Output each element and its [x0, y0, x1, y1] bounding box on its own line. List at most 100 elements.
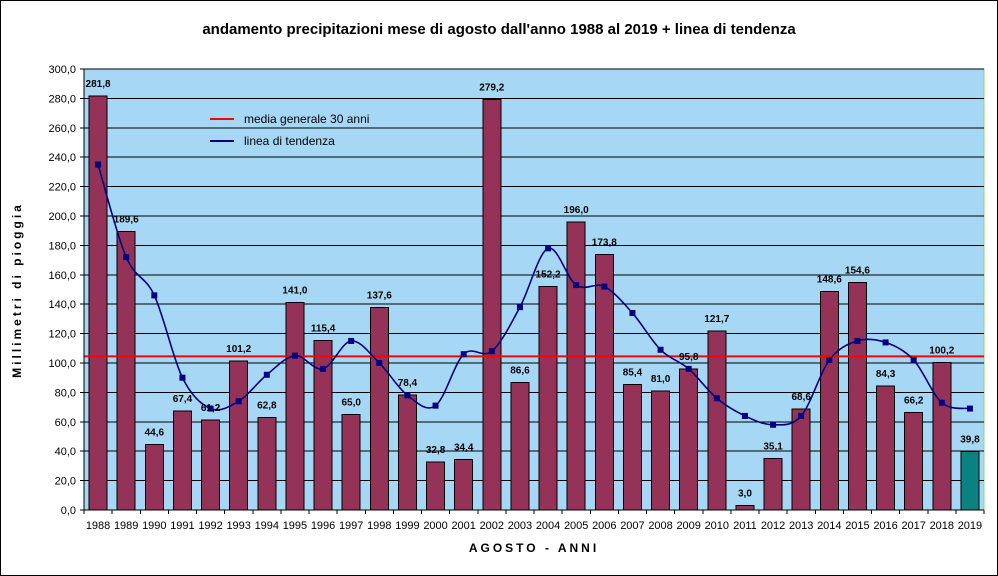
data-label: 101,2: [226, 344, 251, 355]
trend-marker: [629, 310, 636, 317]
x-tick-label: 2014: [817, 520, 841, 532]
bar: [679, 368, 699, 511]
data-label: 196,0: [564, 205, 589, 216]
data-label: 44,6: [145, 427, 165, 438]
data-label: 65,0: [341, 397, 361, 408]
trend-marker: [685, 365, 692, 372]
trend-marker: [882, 339, 889, 346]
trend-marker: [151, 292, 158, 299]
trend-marker: [376, 360, 383, 366]
y-tick-label: 60,0: [55, 417, 76, 429]
x-tick-label: 2000: [423, 520, 447, 532]
x-tick-label: 2009: [676, 520, 700, 532]
bar: [876, 385, 896, 511]
y-tick-label: 100,0: [48, 358, 76, 370]
data-label: 281,8: [86, 79, 111, 90]
trend-marker: [854, 337, 861, 344]
trend-marker: [545, 245, 552, 252]
trend-marker: [235, 398, 242, 405]
data-label: 78,4: [398, 378, 418, 389]
legend: media generale 30 anni linea di tendenza: [210, 112, 369, 148]
trend-marker: [966, 405, 973, 412]
trend-marker: [601, 283, 608, 290]
bar: [341, 413, 361, 511]
x-tick-label: 2011: [733, 520, 757, 532]
data-label: 141,0: [282, 286, 307, 297]
trend-marker: [291, 352, 298, 359]
x-tick-label: 2016: [873, 520, 897, 532]
y-tick-label: 300,0: [48, 64, 76, 76]
bar: [257, 417, 277, 511]
y-tick-label: 80,0: [55, 387, 76, 399]
data-label: 121,7: [704, 314, 729, 325]
bar: [88, 95, 108, 511]
bar: [791, 408, 811, 511]
bar: [707, 330, 727, 511]
trend-marker: [713, 395, 720, 402]
trend-marker: [657, 346, 664, 353]
data-labels: 281,8 189,6 44,6 67,4 61,2 101,2 62,8 141,0 115,…: [86, 79, 981, 500]
x-tick-label: 1992: [198, 520, 222, 532]
x-tick-label: 1990: [142, 520, 166, 532]
data-label: 81,0: [651, 374, 671, 385]
bar: [201, 419, 221, 511]
data-label: 62,8: [257, 401, 277, 412]
trend-marker: [938, 399, 945, 406]
trend-marker: [263, 371, 270, 378]
legend-mean-label: media generale 30 anni: [244, 112, 369, 126]
data-label: 152,2: [536, 269, 561, 280]
bar: [144, 443, 164, 511]
trend-marker: [741, 412, 748, 419]
bar: [285, 302, 305, 511]
trend-marker: [798, 412, 805, 419]
x-tick-label: 2001: [451, 520, 475, 532]
trend-marker: [95, 161, 102, 168]
bar: [538, 285, 558, 511]
x-tick-label: 1995: [283, 520, 307, 532]
bar: [847, 282, 867, 511]
x-axis-title: AGOSTO - ANNI: [469, 541, 599, 555]
data-label: 154,6: [845, 266, 870, 277]
x-tick-label: 2005: [564, 520, 588, 532]
bar: [932, 362, 952, 511]
x-tick-label: 2007: [620, 520, 644, 532]
bar: [960, 450, 980, 511]
bar: [454, 458, 474, 511]
bar: [426, 461, 446, 511]
data-label: 67,4: [173, 394, 193, 405]
bar: [735, 505, 755, 511]
y-tick-label: 160,0: [48, 270, 76, 282]
y-tick-label: 20,0: [55, 476, 76, 488]
data-label: 34,4: [454, 442, 474, 453]
x-tick-label: 1998: [367, 520, 391, 532]
bar: [594, 254, 614, 511]
x-tick-label: 1989: [114, 520, 138, 532]
data-label: 115,4: [311, 323, 336, 334]
trend-line-group: [95, 161, 973, 428]
data-label: 86,6: [510, 366, 530, 377]
data-label: 84,3: [876, 369, 896, 380]
trend-marker: [179, 374, 186, 381]
trend-marker: [770, 421, 777, 428]
bars: [88, 95, 980, 511]
bar: [229, 360, 249, 511]
x-tick-label: 1988: [86, 520, 110, 532]
data-label: 35,1: [763, 441, 783, 452]
bar: [369, 307, 389, 511]
bar: [904, 412, 924, 511]
x-tick-label: 2006: [592, 520, 616, 532]
bar: [566, 221, 586, 511]
data-label: 173,8: [592, 238, 617, 249]
trend-marker: [910, 357, 917, 364]
trend-marker: [207, 405, 214, 412]
x-tick-label: 2004: [536, 520, 560, 532]
data-label: 3,0: [738, 489, 752, 500]
bar: [397, 394, 417, 511]
y-axis: 0,0 20,0 40,0 60,0 80,0 100,0 120,0 140,0 160,0 1…: [48, 64, 85, 517]
x-tick-label: 2018: [930, 520, 954, 532]
trend-marker: [123, 254, 130, 261]
bar: [622, 383, 642, 511]
trend-marker: [488, 348, 495, 355]
bar: [510, 382, 530, 511]
